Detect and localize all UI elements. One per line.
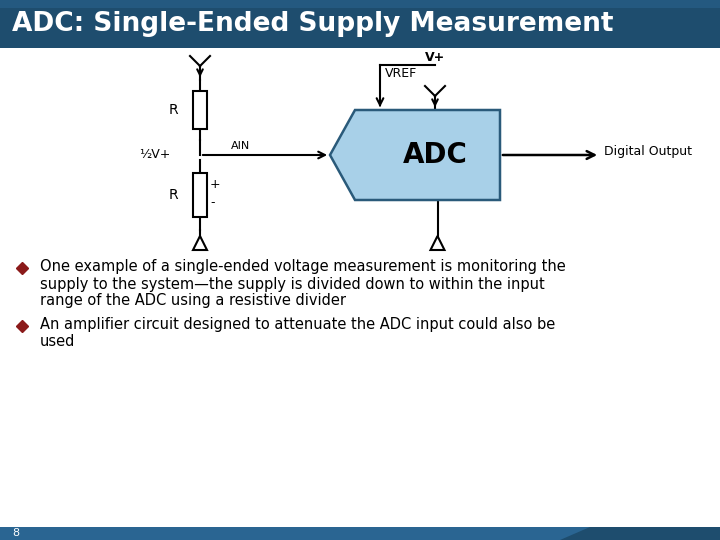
Text: ADC: ADC bbox=[403, 141, 468, 169]
Text: An amplifier circuit designed to attenuate the ADC input could also be: An amplifier circuit designed to attenua… bbox=[40, 318, 555, 333]
Text: R: R bbox=[168, 103, 178, 117]
Text: R: R bbox=[168, 188, 178, 202]
Text: +: + bbox=[210, 178, 220, 191]
Text: V+: V+ bbox=[190, 21, 210, 34]
Polygon shape bbox=[193, 236, 207, 250]
Text: -: - bbox=[210, 197, 215, 210]
Text: used: used bbox=[40, 334, 76, 349]
Text: One example of a single-ended voltage measurement is monitoring the: One example of a single-ended voltage me… bbox=[40, 260, 566, 274]
Bar bbox=[0, 0, 720, 48]
Bar bbox=[0, 527, 720, 540]
Bar bbox=[193, 173, 207, 218]
Text: ADC: Single-Ended Supply Measurement: ADC: Single-Ended Supply Measurement bbox=[12, 11, 613, 37]
Polygon shape bbox=[560, 527, 720, 540]
Bar bbox=[0, 0, 720, 8]
Text: range of the ADC using a resistive divider: range of the ADC using a resistive divid… bbox=[40, 293, 346, 307]
Text: AIN: AIN bbox=[230, 141, 250, 151]
Polygon shape bbox=[330, 110, 500, 200]
Text: VREF: VREF bbox=[385, 67, 418, 80]
Bar bbox=[193, 91, 207, 129]
Text: supply to the system—the supply is divided down to within the input: supply to the system—the supply is divid… bbox=[40, 276, 545, 292]
Text: ½V+: ½V+ bbox=[139, 148, 170, 161]
Polygon shape bbox=[431, 236, 444, 250]
Text: Digital Output: Digital Output bbox=[604, 145, 692, 158]
Text: V+: V+ bbox=[425, 51, 445, 64]
Text: 8: 8 bbox=[12, 529, 19, 538]
